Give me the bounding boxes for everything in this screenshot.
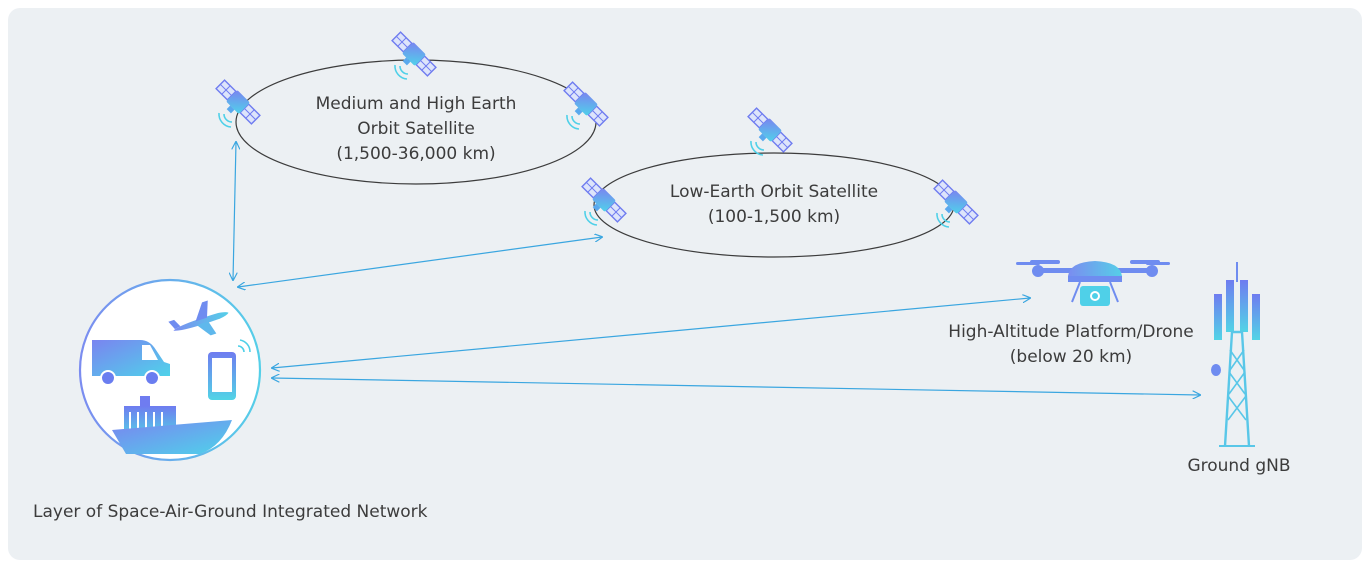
- link-leo-ground: [238, 237, 602, 287]
- diagram-caption: Layer of Space-Air-Ground Integrated Net…: [33, 502, 428, 522]
- satellite-icon: [558, 79, 611, 132]
- meo-geo-label-line3: (1,500-36,000 km): [336, 144, 496, 164]
- ground-gnb-label: Ground gNB: [1164, 454, 1314, 479]
- meo-geo-label-line1: Medium and High Earth: [315, 94, 517, 114]
- leo-label-line1: Low-Earth Orbit Satellite: [669, 182, 879, 202]
- link-hap-ground: [272, 298, 1030, 368]
- ship-icon: [112, 396, 232, 454]
- link-meo-ground: [233, 142, 236, 280]
- leo-label-line2: (100-1,500 km): [707, 207, 841, 227]
- hap-label-line2: (below 20 km): [1009, 347, 1133, 367]
- drone-icon: [1016, 260, 1170, 306]
- airplane-icon: [168, 300, 229, 336]
- satellite-icon: [742, 105, 795, 158]
- satellite-icon: [386, 29, 439, 82]
- meo-geo-label-line2: Orbit Satellite: [357, 119, 475, 139]
- smartphone-icon: [208, 339, 251, 400]
- cell-tower-icon: [1211, 262, 1260, 447]
- leo-label: Low-Earth Orbit Satellite (100-1,500 km): [634, 180, 914, 230]
- link-gnb-ground: [272, 378, 1200, 395]
- ground-gnb-label-line1: Ground gNB: [1187, 456, 1291, 476]
- hap-label-line1: High-Altitude Platform/Drone: [948, 322, 1194, 342]
- van-icon: [92, 340, 170, 386]
- satellite-icon: [576, 175, 629, 228]
- satellite-icon: [928, 177, 981, 230]
- meo-geo-label: Medium and High Earth Orbit Satellite (1…: [276, 92, 556, 167]
- hap-label: High-Altitude Platform/Drone (below 20 k…: [912, 320, 1230, 370]
